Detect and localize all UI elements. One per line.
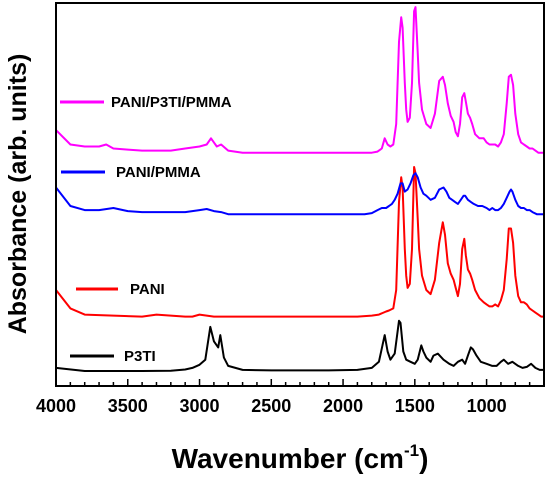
legend-label-pani-p3ti-pmma: PANI/P3TI/PMMA (111, 94, 232, 111)
x-axis-title-superscript: -1 (404, 441, 419, 460)
legend-label-pani-pmma: PANI/PMMA (116, 164, 201, 181)
x-ticks: 4000 3500 3000 2500 2000 1500 1000 (36, 379, 545, 416)
x-tick-label: 1500 (395, 396, 435, 416)
x-tick-label: 3000 (180, 396, 220, 416)
x-axis-title: Wavenumber (cm-1) (172, 441, 429, 474)
x-tick-label: 2500 (251, 396, 291, 416)
x-axis-title-end: ) (419, 443, 428, 474)
x-tick-label: 3500 (108, 396, 148, 416)
x-tick-label: 1000 (467, 396, 507, 416)
y-axis-title: Absorbance (arb. units) (4, 54, 32, 335)
series-lines (55, 6, 544, 372)
series-line-pani (55, 166, 544, 318)
x-axis-title-main: Wavenumber (cm (172, 443, 404, 474)
plot-frame (55, 2, 545, 387)
legend: P3TI PANI PANI/PMMA PANI/P3TI/PMMA (60, 94, 232, 365)
series-line-p3ti (55, 319, 544, 372)
x-tick-label: 2000 (323, 396, 363, 416)
legend-label-pani: PANI (130, 281, 165, 298)
x-tick-label: 4000 (36, 396, 76, 416)
series-line-pani-p3ti-pmma (55, 6, 544, 154)
series-line-pani-pmma (55, 172, 544, 216)
legend-label-p3ti: P3TI (124, 348, 156, 365)
